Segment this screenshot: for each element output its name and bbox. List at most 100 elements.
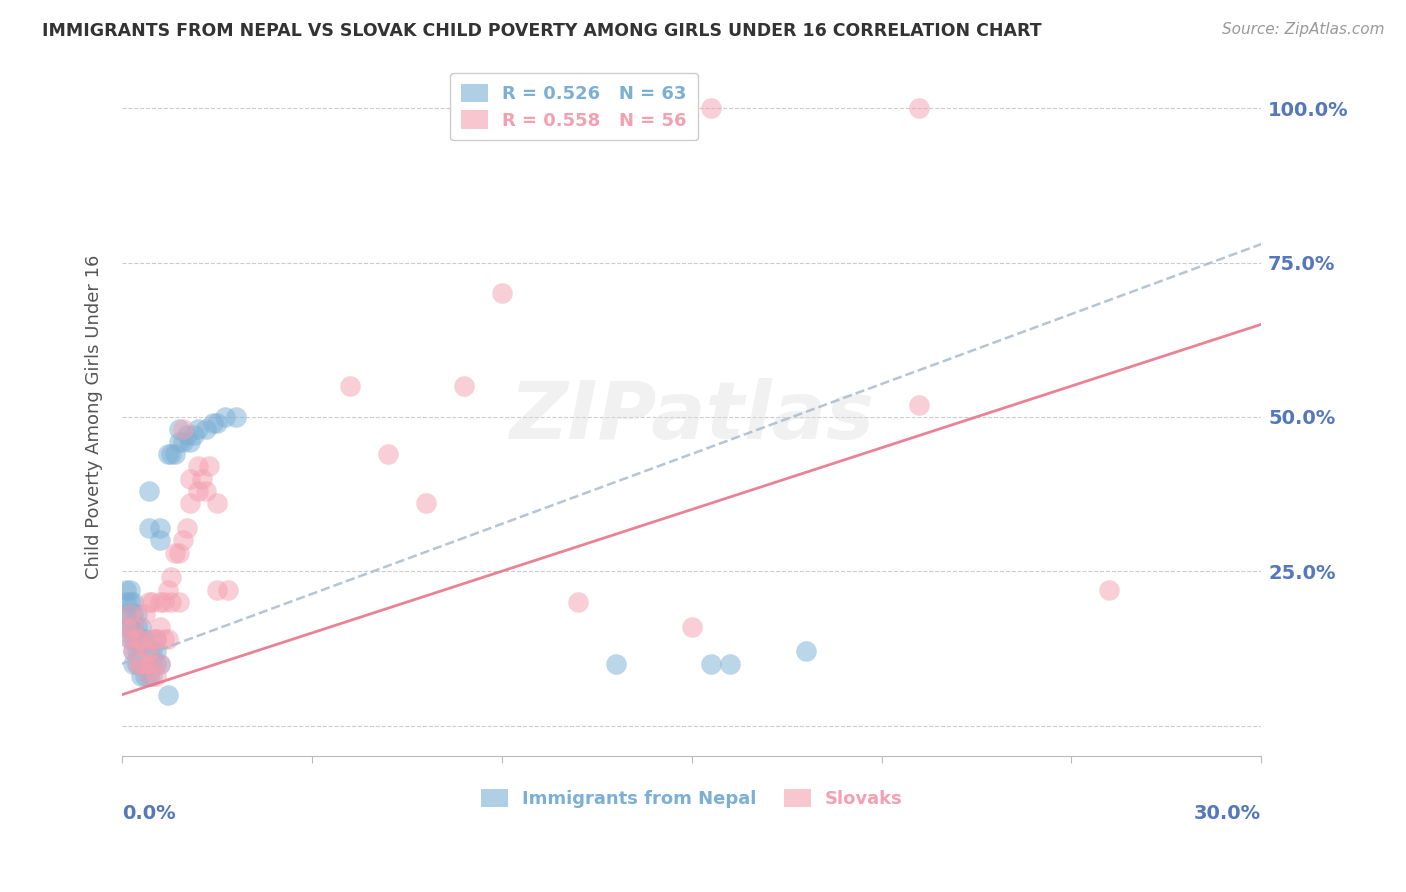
Point xyxy=(138,483,160,498)
Point xyxy=(115,582,138,597)
Point xyxy=(118,607,141,622)
Point xyxy=(141,669,163,683)
Point xyxy=(127,607,149,622)
Point xyxy=(205,496,228,510)
Point xyxy=(127,644,149,658)
Point xyxy=(122,644,145,658)
Point xyxy=(205,416,228,430)
Point xyxy=(115,595,138,609)
Point xyxy=(115,607,138,622)
Point xyxy=(187,483,209,498)
Text: ZIPatlas: ZIPatlas xyxy=(509,378,875,456)
Point xyxy=(118,632,141,647)
Point xyxy=(118,632,141,647)
Point xyxy=(167,546,190,560)
Point xyxy=(145,644,167,658)
Point xyxy=(134,657,156,671)
Point xyxy=(138,657,160,671)
Point xyxy=(115,620,138,634)
Point xyxy=(138,669,160,683)
Point xyxy=(118,607,141,622)
Point xyxy=(699,101,721,115)
Point xyxy=(176,428,198,442)
Point xyxy=(149,521,172,535)
Point xyxy=(129,632,152,647)
Point xyxy=(122,595,145,609)
Point xyxy=(699,657,721,671)
Point xyxy=(145,669,167,683)
Point xyxy=(118,620,141,634)
Point xyxy=(225,409,247,424)
Point xyxy=(138,644,160,658)
Point xyxy=(149,595,172,609)
Point xyxy=(172,533,194,548)
Point xyxy=(141,657,163,671)
Point xyxy=(160,595,183,609)
Point xyxy=(129,669,152,683)
Legend: Immigrants from Nepal, Slovaks: Immigrants from Nepal, Slovaks xyxy=(474,781,910,815)
Point xyxy=(127,632,149,647)
Point xyxy=(202,416,225,430)
Point xyxy=(122,657,145,671)
Point xyxy=(179,434,201,449)
Point xyxy=(141,657,163,671)
Point xyxy=(908,398,931,412)
Point xyxy=(129,657,152,671)
Text: IMMIGRANTS FROM NEPAL VS SLOVAK CHILD POVERTY AMONG GIRLS UNDER 16 CORRELATION C: IMMIGRANTS FROM NEPAL VS SLOVAK CHILD PO… xyxy=(42,22,1042,40)
Point xyxy=(134,607,156,622)
Point xyxy=(567,595,589,609)
Point xyxy=(134,632,156,647)
Point xyxy=(149,657,172,671)
Point xyxy=(908,101,931,115)
Point xyxy=(167,434,190,449)
Point xyxy=(138,669,160,683)
Point xyxy=(214,409,236,424)
Point xyxy=(134,657,156,671)
Point xyxy=(127,657,149,671)
Point xyxy=(134,644,156,658)
Point xyxy=(127,657,149,671)
Point xyxy=(681,620,703,634)
Point xyxy=(156,447,179,461)
Point xyxy=(179,472,201,486)
Point xyxy=(156,632,179,647)
Point xyxy=(160,570,183,584)
Point xyxy=(217,582,239,597)
Point xyxy=(118,582,141,597)
Point xyxy=(167,595,190,609)
Point xyxy=(453,379,475,393)
Point xyxy=(165,447,187,461)
Point xyxy=(122,620,145,634)
Point xyxy=(122,632,145,647)
Point xyxy=(1098,582,1121,597)
Text: 30.0%: 30.0% xyxy=(1194,804,1261,823)
Point xyxy=(794,644,817,658)
Point xyxy=(149,620,172,634)
Point xyxy=(122,644,145,658)
Y-axis label: Child Poverty Among Girls Under 16: Child Poverty Among Girls Under 16 xyxy=(86,255,103,579)
Point xyxy=(129,632,152,647)
Point xyxy=(141,644,163,658)
Point xyxy=(339,379,361,393)
Point xyxy=(122,607,145,622)
Point xyxy=(156,582,179,597)
Point xyxy=(160,447,183,461)
Point xyxy=(118,595,141,609)
Point xyxy=(176,521,198,535)
Point xyxy=(134,644,156,658)
Point xyxy=(183,428,205,442)
Point xyxy=(194,483,217,498)
Point xyxy=(191,472,214,486)
Point xyxy=(122,620,145,634)
Point xyxy=(172,422,194,436)
Point xyxy=(141,595,163,609)
Point xyxy=(127,632,149,647)
Point xyxy=(138,521,160,535)
Point xyxy=(145,632,167,647)
Point xyxy=(491,286,513,301)
Point xyxy=(194,422,217,436)
Point xyxy=(138,644,160,658)
Point xyxy=(145,657,167,671)
Point xyxy=(115,620,138,634)
Point xyxy=(127,620,149,634)
